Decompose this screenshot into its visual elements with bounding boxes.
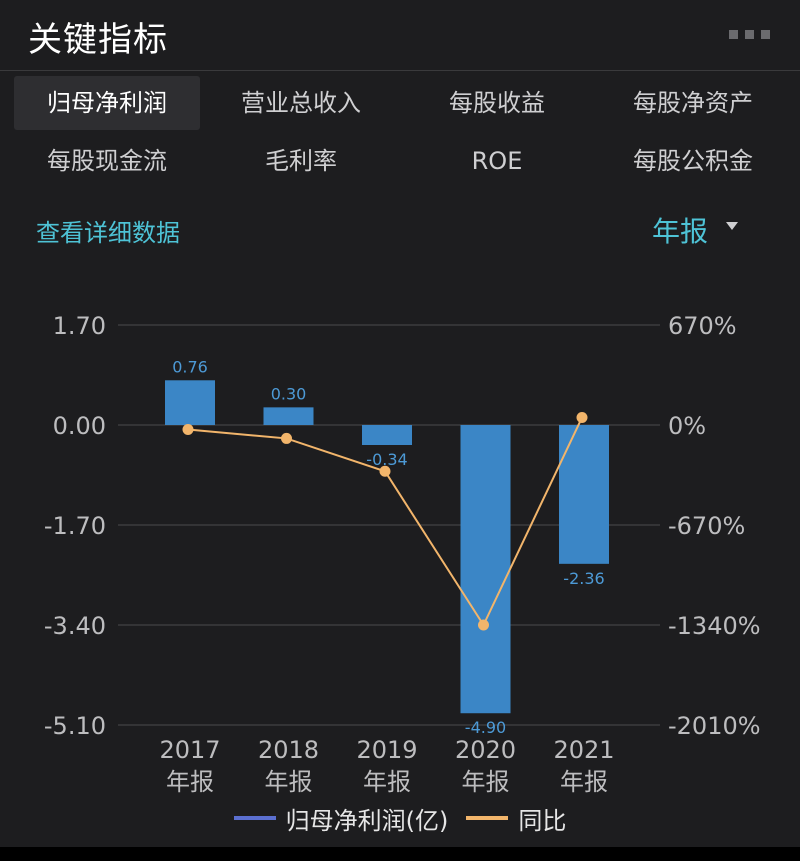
legend-swatch-line — [466, 816, 509, 820]
bar — [559, 425, 609, 564]
x-tick-label-year: 2020 — [455, 736, 516, 764]
view-details-link[interactable]: 查看详细数据 — [36, 219, 180, 247]
yoy-point — [182, 423, 194, 435]
legend-label-yoy: 同比 — [518, 806, 567, 835]
x-tick-label-year: 2021 — [553, 736, 614, 764]
x-tick-label-year: 2018 — [258, 736, 319, 764]
y-right-tick-label: -670% — [668, 512, 745, 540]
bar-value-label: 0.30 — [271, 384, 307, 403]
tab-roe[interactable]: ROE — [471, 147, 523, 175]
x-tick-label-period: 年报 — [462, 768, 510, 796]
bar — [263, 407, 314, 425]
bar — [165, 380, 215, 425]
yoy-point — [478, 619, 489, 631]
period-selector[interactable]: 年报 — [652, 215, 709, 248]
more-horizontal-icon[interactable] — [729, 30, 770, 39]
chart-legend: 归母净利润(亿) 同比 — [0, 800, 800, 836]
x-tick-label-period: 年报 — [363, 768, 411, 796]
x-tick-label-period: 年报 — [166, 768, 214, 796]
y-left-tick-label: -3.40 — [44, 612, 106, 640]
legend-label-net-profit: 归母净利润(亿) — [285, 806, 449, 835]
yoy-point — [379, 465, 391, 477]
y-right-tick-label: 0% — [668, 412, 706, 440]
yoy-line — [187, 417, 583, 628]
legend-item-yoy[interactable]: 同比 — [466, 801, 566, 836]
y-right-tick-label: -2010% — [668, 712, 761, 740]
x-tick-label-year: 2017 — [159, 736, 220, 764]
y-left-tick-label: -5.10 — [44, 712, 106, 740]
bar-value-label: -4.90 — [465, 718, 506, 737]
tab-cash-flow-per-share[interactable]: 每股现金流 — [47, 147, 167, 175]
bar-value-label: -2.36 — [563, 569, 604, 588]
bar — [362, 425, 412, 445]
y-right-tick-label: 670% — [668, 312, 737, 340]
y-left-tick-label: 1.70 — [53, 312, 106, 340]
legend-item-net-profit[interactable]: 归母净利润(亿) — [233, 801, 449, 836]
x-tick-label-period: 年报 — [265, 768, 313, 796]
tab-total-revenue[interactable]: 营业总收入 — [241, 89, 361, 117]
tab-bvps[interactable]: 每股净资产 — [633, 89, 753, 117]
yoy-point — [281, 432, 292, 444]
y-left-tick-label: -1.70 — [44, 512, 106, 540]
y-left-tick-label: 0.00 — [53, 412, 106, 440]
bar — [460, 425, 511, 714]
tab-net-profit[interactable]: 归母净利润 — [14, 76, 200, 130]
bar-value-label: 0.76 — [172, 357, 208, 376]
x-tick-label-period: 年报 — [560, 768, 608, 796]
header: 关键指标 — [0, 0, 800, 71]
page-title: 关键指标 — [28, 20, 168, 60]
tab-reserve-per-share[interactable]: 每股公积金 — [633, 147, 753, 175]
x-tick-label-year: 2019 — [356, 736, 417, 764]
legend-swatch-bar — [233, 816, 276, 820]
net-profit-chart: 1.70 0.00 -1.70 -3.40 -5.10 670% 0% -670% -1340%… — [44, 312, 761, 796]
bottom-bar — [0, 847, 800, 861]
y-right-tick-label: -1340% — [668, 612, 761, 640]
caret-down-icon[interactable] — [726, 222, 738, 230]
bar-value-label: -0.34 — [366, 450, 407, 469]
tab-eps[interactable]: 每股收益 — [449, 89, 545, 117]
tab-gross-margin[interactable]: 毛利率 — [265, 147, 337, 175]
yoy-point — [576, 412, 588, 424]
